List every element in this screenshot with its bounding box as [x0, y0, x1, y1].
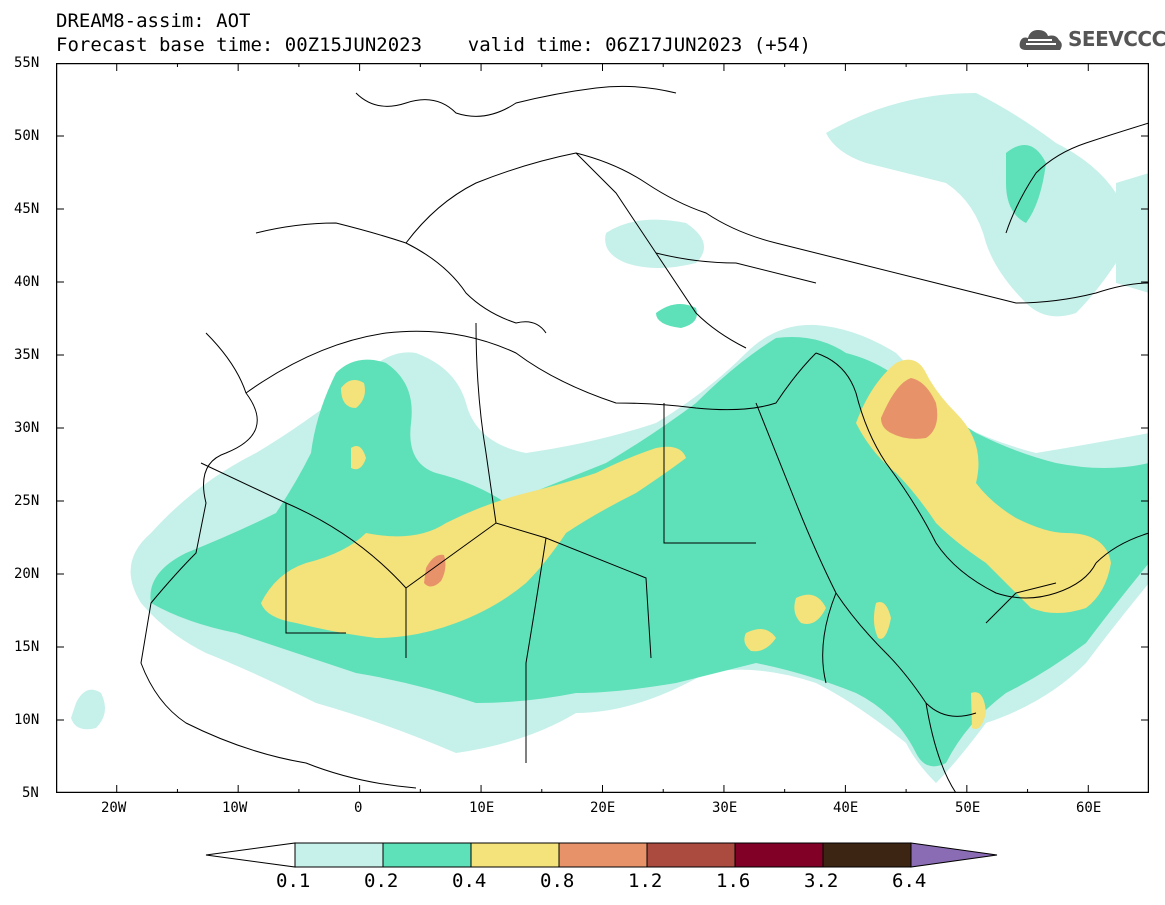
- lat-label-55n: 55N: [14, 55, 40, 71]
- legend-label-0.2: 0.2: [364, 870, 399, 892]
- colorbar-0.2-0.4: [382, 842, 472, 868]
- lon-label-60e: 60E: [1076, 800, 1102, 816]
- legend-label-0.1: 0.1: [276, 870, 311, 892]
- colorbar-under-arrow: [205, 842, 296, 868]
- colorbar-3.2-6.4: [822, 842, 912, 868]
- lat-label-20n: 20N: [14, 566, 40, 582]
- colorbar-1.2-1.6: [646, 842, 736, 868]
- lat-label-35n: 35N: [14, 347, 40, 363]
- legend-label-0.4: 0.4: [452, 870, 487, 892]
- forecast-times: Forecast base time: 00Z15JUN2023 valid t…: [56, 34, 811, 56]
- lat-label-15n: 15N: [14, 639, 40, 655]
- legend-label-1.6: 1.6: [716, 870, 751, 892]
- country-borders: [140, 85, 1150, 794]
- lon-label-10e: 10E: [469, 800, 495, 816]
- lat-label-5n: 5N: [22, 785, 39, 801]
- colorbar-1.6-3.2: [734, 842, 824, 868]
- lon-label-30e: 30E: [712, 800, 738, 816]
- lon-label-40e: 40E: [833, 800, 859, 816]
- lon-label-20w: 20W: [101, 800, 127, 816]
- aot-map: [55, 62, 1150, 794]
- national-boundaries: [200, 322, 1057, 763]
- colorbar-over-arrow: [910, 842, 998, 868]
- map-frame: [55, 62, 1150, 794]
- colorbar: [205, 842, 998, 868]
- lat-label-25n: 25N: [14, 493, 40, 509]
- aot-level-0.8: [424, 378, 938, 587]
- lon-label-10w: 10W: [222, 800, 248, 816]
- colorbar-0.1-0.2: [294, 842, 384, 868]
- lon-label-50e: 50E: [955, 800, 981, 816]
- legend-label-0.8: 0.8: [540, 870, 575, 892]
- map-title: DREAM8-assim: AOT: [56, 10, 251, 32]
- legend-label-1.2: 1.2: [628, 870, 663, 892]
- map-panel: [55, 62, 1150, 794]
- lat-label-10n: 10N: [14, 712, 40, 728]
- lon-label-20e: 20E: [590, 800, 616, 816]
- legend-label-6.4: 6.4: [892, 870, 927, 892]
- lat-label-45n: 45N: [14, 201, 40, 217]
- lat-label-30n: 30N: [14, 420, 40, 436]
- lat-label-40n: 40N: [14, 274, 40, 290]
- colorbar-0.8-1.2: [558, 842, 648, 868]
- lat-label-50n: 50N: [14, 128, 40, 144]
- cloud-icon: [1019, 30, 1062, 50]
- lon-label-0: 0: [354, 800, 363, 816]
- seevccc-logo: SEEVCCC: [1018, 22, 1165, 56]
- legend-label-3.2: 3.2: [804, 870, 839, 892]
- logo-text: SEEVCCC: [1068, 27, 1165, 51]
- colorbar-0.4-0.8: [470, 842, 560, 868]
